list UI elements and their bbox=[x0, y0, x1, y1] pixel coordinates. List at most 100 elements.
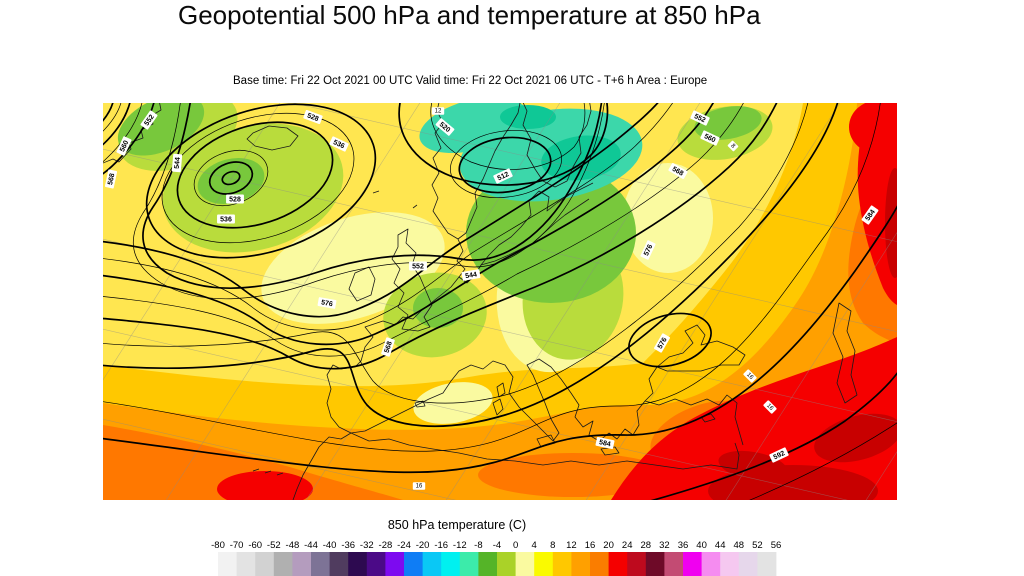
contour-label: 528 bbox=[303, 109, 323, 125]
colorbar-tick: -70 bbox=[230, 540, 244, 551]
colorbar-cells bbox=[218, 552, 777, 576]
colorbar-tick: -4 bbox=[493, 540, 501, 551]
colorbar-cell bbox=[311, 552, 330, 576]
colorbar-tick: 52 bbox=[752, 540, 763, 551]
colorbar-tick: 12 bbox=[566, 540, 577, 551]
colorbar-tick: -40 bbox=[323, 540, 337, 551]
map-container: 552 560 568 544 528 536 520 512 528 536 552 544 552 5… bbox=[22, 57, 1024, 576]
contour-label: 560 bbox=[116, 136, 132, 156]
contour-label: 528 bbox=[226, 194, 244, 204]
colorbar-tick: -80 bbox=[211, 540, 225, 551]
colorbar-cell bbox=[366, 552, 386, 576]
colorbar-tick: 44 bbox=[715, 540, 726, 551]
coast-africa-north bbox=[350, 432, 740, 470]
contour-label: 552 bbox=[690, 110, 710, 126]
colorbar: 850 hPa temperature (C) -80 -70 -60 -52 -48-… bbox=[211, 518, 782, 576]
base-valid-time-line: Base time: Fri 22 Oct 2021 00 UTC Valid … bbox=[233, 75, 708, 87]
contour-520 bbox=[398, 97, 609, 186]
svg-text:560: 560 bbox=[703, 133, 717, 144]
coast-norway bbox=[431, 97, 522, 240]
svg-text:576: 576 bbox=[643, 243, 654, 257]
coast-caspian bbox=[832, 302, 858, 404]
colorbar-tick: 0 bbox=[513, 540, 518, 551]
temp-label: 12 bbox=[431, 107, 445, 115]
contours-thin bbox=[97, 97, 904, 504]
coast-turkey-south bbox=[644, 394, 744, 446]
temp-label: 8 bbox=[727, 140, 739, 152]
colorbar-tick: -8 bbox=[474, 540, 482, 551]
colorbar-tick: 32 bbox=[659, 540, 670, 551]
colorbar-tick: -48 bbox=[286, 540, 300, 551]
colorbar-cell bbox=[664, 552, 684, 576]
colorbar-tick: -36 bbox=[341, 540, 355, 551]
svg-text:552: 552 bbox=[412, 263, 424, 270]
colorbar-cell bbox=[404, 552, 423, 576]
coast-iceland bbox=[246, 125, 299, 151]
colorbar-cell bbox=[720, 552, 740, 576]
contour-label: 584 bbox=[595, 436, 615, 450]
svg-text:16: 16 bbox=[765, 403, 774, 412]
svg-text:568: 568 bbox=[107, 173, 116, 186]
contour-576-closed bbox=[628, 312, 712, 368]
colorbar-cell bbox=[441, 552, 461, 576]
contour-536-closed bbox=[145, 103, 377, 259]
colorbar-tick: 16 bbox=[585, 540, 596, 551]
weather-map: 5525605685445285365205125285365525445525… bbox=[22, 57, 1024, 576]
svg-text:12: 12 bbox=[435, 109, 442, 115]
colorbar-tick: 56 bbox=[771, 540, 782, 551]
contour-label: 592 bbox=[769, 447, 789, 463]
contour-528-closed bbox=[176, 121, 334, 229]
contour-label: 568 bbox=[381, 337, 395, 357]
colorbar-tick: 48 bbox=[734, 540, 745, 551]
coast-corsica bbox=[496, 382, 506, 398]
colorbar-tick: 8 bbox=[550, 540, 555, 551]
svg-text:576: 576 bbox=[320, 299, 333, 308]
colorbar-cell bbox=[590, 552, 609, 576]
low-center-ring-1 bbox=[221, 170, 241, 186]
svg-text:528: 528 bbox=[229, 196, 241, 203]
colorbar-tick: 28 bbox=[641, 540, 652, 551]
coast-ireland bbox=[348, 266, 376, 302]
contour-label: 536 bbox=[329, 136, 349, 152]
contour-560 bbox=[97, 97, 717, 346]
contour-label: 552 bbox=[409, 261, 427, 271]
colorbar-tick: -32 bbox=[360, 540, 374, 551]
colorbar-tick: 40 bbox=[696, 540, 707, 551]
colorbar-cell bbox=[738, 552, 758, 576]
svg-text:552: 552 bbox=[693, 113, 707, 124]
colorbar-cell bbox=[385, 552, 405, 576]
colorbar-cell bbox=[552, 552, 572, 576]
contour-label: 544 bbox=[461, 269, 481, 281]
colorbar-cell bbox=[218, 552, 237, 576]
svg-text:16: 16 bbox=[745, 372, 754, 381]
contour-label: 576 bbox=[640, 240, 656, 260]
contour-label: 536 bbox=[217, 214, 235, 224]
colorbar-tick: 24 bbox=[622, 540, 633, 551]
svg-text:584: 584 bbox=[598, 439, 611, 448]
colorbar-cell bbox=[459, 552, 479, 576]
colorbar-cell bbox=[292, 552, 312, 576]
colorbar-tick: -12 bbox=[453, 540, 467, 551]
colorbar-cell bbox=[236, 552, 256, 576]
colorbar-tick: 4 bbox=[532, 540, 537, 551]
contour-label: 512 bbox=[493, 168, 513, 184]
svg-text:592: 592 bbox=[773, 450, 787, 461]
coast-sardinia bbox=[492, 398, 504, 416]
colorbar-cell bbox=[273, 552, 293, 576]
colorbar-tick: 36 bbox=[678, 540, 689, 551]
colorbar-tick: -44 bbox=[304, 540, 318, 551]
temp-label: 16 bbox=[763, 400, 777, 414]
contour-512-closed bbox=[458, 136, 552, 194]
colorbar-cell bbox=[701, 552, 721, 576]
contour-label: 568 bbox=[668, 162, 688, 180]
contour-592 bbox=[642, 364, 904, 504]
coast-faroe-shetland bbox=[372, 190, 418, 209]
colorbar-tick: -28 bbox=[379, 540, 393, 551]
colorbar-cell bbox=[627, 552, 647, 576]
colorbar-cell bbox=[497, 552, 516, 576]
svg-text:568: 568 bbox=[671, 166, 685, 178]
svg-text:568: 568 bbox=[384, 341, 394, 354]
svg-text:536: 536 bbox=[220, 216, 232, 223]
colorbar-title: 850 hPa temperature (C) bbox=[388, 518, 526, 532]
